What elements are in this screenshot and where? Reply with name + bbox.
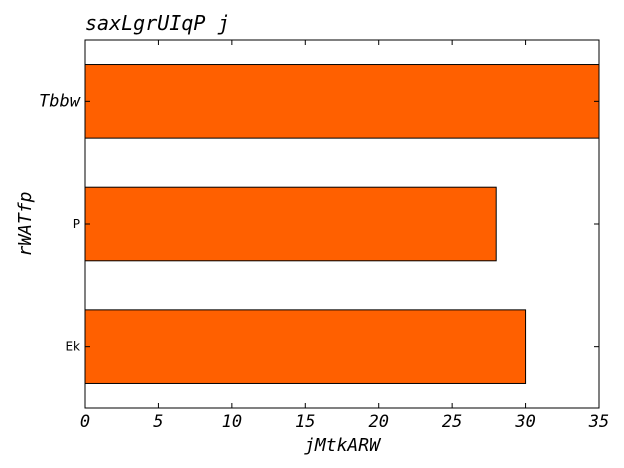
x-tick-label: 5 bbox=[153, 412, 163, 432]
x-tick-label: 15 bbox=[295, 412, 315, 432]
x-tick-label: 30 bbox=[514, 412, 535, 432]
bar-ek bbox=[84, 309, 527, 384]
bars-group bbox=[84, 64, 600, 384]
x-tick-label: 35 bbox=[588, 412, 609, 432]
y-tick-label: Ek bbox=[65, 340, 80, 354]
bar-p bbox=[84, 186, 497, 262]
chart-title: saxLgrUIqP j bbox=[85, 11, 230, 35]
y-tick-label: Tbbw bbox=[39, 91, 81, 111]
x-tick-label: 10 bbox=[222, 412, 242, 432]
y-axis-ticks: Ek P Tbbw bbox=[39, 91, 599, 354]
bar-tbbw bbox=[84, 64, 600, 139]
x-axis-ticks: 0 5 10 15 20 25 30 35 bbox=[80, 40, 609, 432]
x-axis-label: jMtkARW bbox=[304, 435, 382, 456]
y-tick-label: P bbox=[73, 217, 80, 231]
x-tick-label: 0 bbox=[80, 412, 90, 432]
x-tick-label: 25 bbox=[442, 412, 462, 432]
x-tick-label: 20 bbox=[368, 412, 388, 432]
y-axis-label: rWATfp bbox=[15, 191, 36, 256]
